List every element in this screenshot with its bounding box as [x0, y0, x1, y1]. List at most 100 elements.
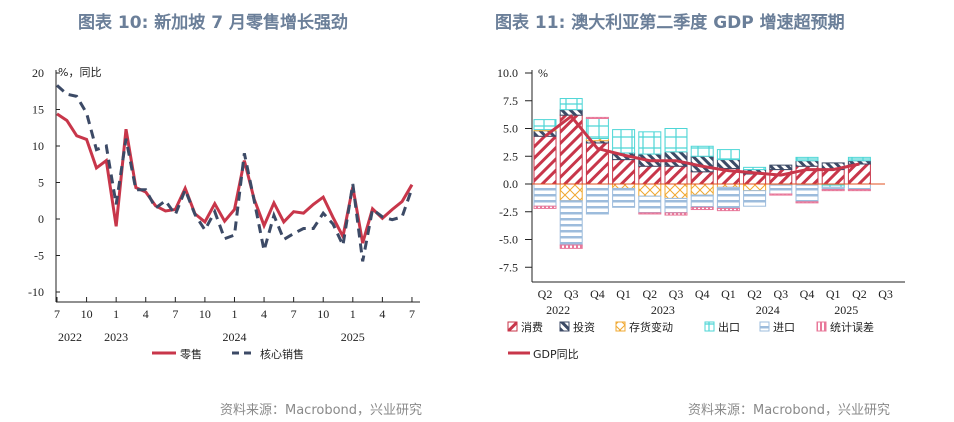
bar-消费	[612, 159, 636, 185]
y-tick-label: -5	[34, 249, 44, 263]
year-label: 2022	[546, 303, 570, 317]
y-tick-label: -7.5	[499, 260, 518, 274]
category-label: Q2	[538, 287, 553, 301]
bar-出口	[847, 156, 871, 162]
year-label: 2025	[834, 303, 858, 317]
bar-进口	[795, 184, 819, 203]
category-label: Q4	[800, 287, 815, 301]
bar-进口	[638, 195, 662, 214]
y-tick-label: 0.0	[503, 177, 518, 191]
legend-label: 零售	[180, 347, 202, 361]
bar-消费	[638, 165, 662, 185]
bar-投资	[716, 159, 740, 169]
legend-swatch	[759, 321, 770, 332]
category-label: Q1	[721, 287, 736, 301]
category-label: Q1	[826, 287, 841, 301]
bar-出口	[559, 98, 583, 111]
x-tick-label: 7	[54, 307, 60, 321]
bar-消费	[533, 135, 557, 185]
bar-进口	[847, 183, 871, 191]
bar-出口	[533, 119, 557, 131]
year-label: 2025	[341, 330, 365, 344]
category-label: Q1	[616, 287, 631, 301]
y-tick-label: 0	[38, 212, 44, 226]
bar-存货变动	[690, 183, 714, 196]
legend-label: 统计误差	[830, 320, 874, 334]
bar-进口	[769, 184, 793, 195]
bar-统计误差	[795, 201, 819, 204]
year-label: 2023	[651, 303, 675, 317]
bar-进口	[690, 194, 714, 208]
y-tick-label: 7.5	[503, 94, 518, 108]
bar-统计误差	[638, 212, 662, 215]
bar-出口	[743, 166, 767, 171]
y-tick-label: 20	[32, 66, 44, 80]
legend-label: 进口	[773, 321, 795, 334]
legend-label: 出口	[718, 320, 740, 334]
bar-消费	[821, 169, 845, 185]
x-tick-label: 7	[172, 307, 178, 321]
bar-存货变动	[638, 183, 662, 197]
bar-统计误差	[847, 189, 871, 192]
y-tick-label: -2.5	[499, 205, 518, 219]
right-chart-title: 图表 11: 澳大利亚第二季度 GDP 增速超预期	[495, 13, 845, 33]
y-tick-label: 5.0	[503, 122, 518, 136]
legend-label: 存货变动	[629, 320, 673, 334]
legend-swatch	[507, 321, 518, 332]
y-tick-label: -5.0	[499, 233, 518, 247]
bar-存货变动	[743, 183, 767, 192]
category-label: Q4	[695, 287, 710, 301]
y-tick-label: 2.5	[503, 149, 518, 163]
year-label: 2022	[58, 330, 82, 344]
x-tick-label: 7	[291, 307, 297, 321]
y-tick-label: 5	[38, 176, 44, 190]
x-tick-label: 10	[317, 307, 329, 321]
x-tick-label: 1	[113, 307, 119, 321]
left-chart-title: 图表 10: 新加坡 7 月零售增长强劲	[78, 13, 348, 33]
bar-统计误差	[664, 212, 688, 216]
bar-进口	[559, 200, 583, 246]
category-label: Q3	[669, 287, 684, 301]
bar-统计误差	[585, 116, 609, 120]
bar-出口	[612, 129, 636, 154]
y-tick-label: 10.0	[497, 66, 518, 80]
bar-统计误差	[559, 244, 583, 249]
category-label: Q3	[564, 287, 579, 301]
year-label: 2024	[222, 330, 246, 344]
bar-投资	[795, 160, 819, 167]
bar-进口	[664, 197, 688, 214]
bar-出口	[795, 156, 819, 162]
bar-存货变动	[559, 183, 583, 202]
left-unit-label: %，同比	[58, 66, 101, 79]
year-label: 2024	[756, 303, 780, 317]
bar-出口	[585, 118, 609, 139]
bar-投资	[664, 151, 688, 167]
bar-消费	[769, 169, 793, 185]
bar-消费	[743, 173, 767, 185]
x-tick-label: 10	[81, 307, 93, 321]
left-source: 资料来源：Macrobond，兴业研究	[220, 403, 423, 418]
bar-进口	[533, 183, 557, 207]
bar-存货变动	[664, 183, 688, 199]
x-tick-label: 10	[199, 307, 211, 321]
x-tick-label: 4	[143, 307, 149, 321]
x-tick-label: 4	[379, 307, 385, 321]
legend-swatch	[704, 321, 715, 332]
category-label: Q4	[590, 287, 605, 301]
bar-出口	[638, 131, 662, 155]
bar-出口	[690, 145, 714, 157]
bar-存货变动	[612, 183, 636, 189]
x-tick-label: 7	[409, 307, 415, 321]
bar-进口	[585, 183, 609, 215]
legend-swatch	[816, 321, 827, 332]
category-label: Q2	[642, 287, 657, 301]
bar-统计误差	[690, 206, 714, 211]
bar-进口	[612, 187, 636, 208]
bar-进口	[743, 190, 767, 207]
category-label: Q2	[852, 287, 867, 301]
legend-label: GDP同比	[533, 348, 579, 361]
bar-统计误差	[533, 205, 557, 209]
right-unit-label: %	[538, 66, 548, 80]
bar-统计误差	[769, 193, 793, 196]
series-line-core-sales	[56, 84, 414, 262]
